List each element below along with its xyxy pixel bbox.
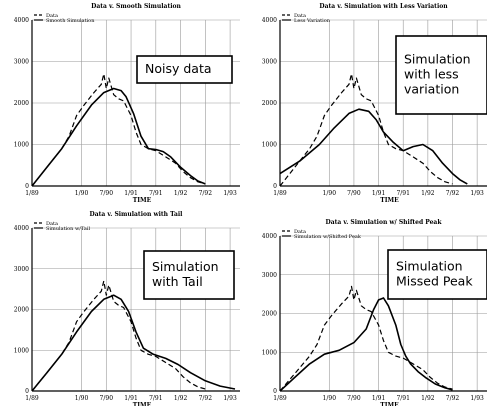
callout-text: Simulation with Tail [152, 259, 219, 289]
x-tick-label: 1/89 [273, 190, 287, 197]
x-axis-label: TIME [133, 402, 152, 406]
x-tick-label: 7/91 [396, 395, 409, 402]
x-tick-label: 1/92 [174, 395, 188, 402]
series-line-simulation [31, 294, 236, 392]
legend-label: Smooth Simulation [46, 18, 95, 24]
series-line-simulation [279, 108, 468, 185]
x-tick-label: 7/90 [100, 395, 114, 402]
y-tick-label: 3000 [14, 266, 29, 273]
x-tick-label: 1/91 [124, 395, 137, 402]
panel-title: Data v. Simulation with Tail [90, 211, 184, 218]
callout-box [387, 249, 487, 300]
y-tick-label: 4000 [262, 233, 277, 240]
x-tick-label: 7/91 [396, 190, 409, 197]
x-tick-label: 7/92 [199, 395, 213, 402]
callout-text: Noisy data [145, 61, 212, 76]
series-line-data [279, 73, 453, 187]
y-tick-label: 4000 [14, 225, 29, 232]
legend-label: Data [294, 229, 306, 235]
x-tick-label: 1/93 [223, 395, 237, 402]
x-tick-label: 1/90 [75, 190, 89, 197]
panel-title: Data v. Smooth Simulation [91, 3, 181, 10]
y-tick-label: 0 [273, 388, 277, 395]
panel-title: Data v. Simulation w/ Shifted Peak [326, 219, 443, 226]
callout-box [395, 35, 487, 115]
x-tick-label: 7/92 [446, 190, 460, 197]
y-tick-label: 2000 [262, 311, 277, 318]
callout-text: Simulation with less variation [404, 52, 471, 97]
x-tick-label: 1/91 [124, 190, 137, 197]
y-tick-label: 4000 [262, 17, 277, 24]
series-line-data [279, 285, 453, 392]
y-tick-label: 4000 [14, 17, 29, 24]
x-tick-label: 1/93 [470, 395, 484, 402]
x-tick-label: 7/92 [446, 395, 460, 402]
x-tick-label: 1/92 [174, 190, 188, 197]
x-axis-label: TIME [380, 402, 399, 406]
chart-panel-3: 1/89 1/90 7/90 1/91 7/91 1/92 7/92 1/93 0 1000 200… [14, 211, 240, 406]
y-tick-label: 0 [273, 183, 277, 190]
y-tick-label: 1000 [262, 142, 277, 149]
x-tick-label: 7/90 [347, 190, 361, 197]
x-tick-label: 1/90 [323, 395, 337, 402]
x-axis-label: TIME [133, 197, 152, 204]
x-tick-label: 7/91 [149, 190, 162, 197]
legend-label: Data [294, 13, 306, 19]
y-tick-label: 3000 [262, 272, 277, 279]
x-tick-label: 1/89 [25, 190, 39, 197]
callout-text: Simulation Missed Peak [396, 259, 473, 289]
chart-panel-4: 1/89 1/90 7/90 1/91 7/91 1/92 7/92 1/93 0 1000 200… [262, 219, 487, 406]
x-tick-label: 7/90 [347, 395, 361, 402]
legend-label: Data [46, 221, 58, 227]
x-tick-label: 1/92 [421, 190, 435, 197]
y-tick-label: 0 [25, 388, 29, 395]
y-tick-label: 2000 [14, 100, 29, 107]
series-line-data [31, 280, 206, 392]
x-tick-label: 7/91 [149, 395, 162, 402]
y-tick-label: 1000 [262, 349, 277, 356]
legend-label: Less Variation [294, 18, 331, 24]
x-tick-label: 1/90 [75, 395, 89, 402]
x-tick-label: 1/90 [323, 190, 337, 197]
callout-box [136, 55, 233, 84]
x-tick-label: 1/91 [372, 190, 385, 197]
x-tick-label: 1/89 [25, 395, 39, 402]
series-line-simulation [279, 297, 453, 392]
y-tick-label: 1000 [14, 347, 29, 354]
y-tick-label: 1000 [14, 142, 29, 149]
panel-title: Data v. Simulation with Less Variation [319, 3, 448, 10]
legend-label: Simulation w/Tail [46, 226, 90, 232]
x-tick-label: 1/91 [372, 395, 385, 402]
x-tick-label: 1/92 [421, 395, 435, 402]
x-tick-label: 1/89 [273, 395, 287, 402]
x-tick-label: 7/92 [199, 190, 213, 197]
x-tick-label: 7/90 [100, 190, 114, 197]
x-axis-label: TIME [380, 197, 399, 204]
chart-panel-1: 1/89 1/90 7/90 1/91 7/91 1/92 7/92 1/93 0 1000 200… [14, 3, 240, 204]
y-tick-label: 2000 [262, 100, 277, 107]
series-line-simulation [31, 87, 206, 187]
x-tick-label: 1/93 [470, 190, 484, 197]
y-tick-label: 2000 [14, 307, 29, 314]
y-tick-label: 3000 [262, 59, 277, 66]
chart-panel-2: 1/89 1/90 7/90 1/91 7/91 1/92 7/92 1/93 0 1000 200… [262, 3, 487, 204]
x-tick-label: 1/93 [223, 190, 237, 197]
legend-label: Data [46, 13, 58, 19]
callout-box [143, 250, 235, 300]
y-tick-label: 0 [25, 183, 29, 190]
legend-label: Simulation w/Shifted Peak [294, 234, 362, 240]
y-tick-label: 3000 [14, 59, 29, 66]
